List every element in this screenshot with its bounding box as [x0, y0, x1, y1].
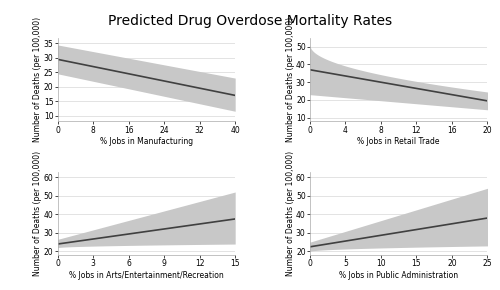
X-axis label: % Jobs in Arts/Entertainment/Recreation: % Jobs in Arts/Entertainment/Recreation [69, 271, 224, 280]
X-axis label: % Jobs in Manufacturing: % Jobs in Manufacturing [100, 137, 193, 146]
Y-axis label: Number of Deaths (per 100,000): Number of Deaths (per 100,000) [286, 17, 294, 142]
Text: Predicted Drug Overdose Mortality Rates: Predicted Drug Overdose Mortality Rates [108, 14, 392, 28]
Y-axis label: Number of Deaths (per 100,000): Number of Deaths (per 100,000) [286, 151, 294, 276]
X-axis label: % Jobs in Public Administration: % Jobs in Public Administration [339, 271, 458, 280]
Y-axis label: Number of Deaths (per 100,000): Number of Deaths (per 100,000) [33, 151, 42, 276]
Y-axis label: Number of Deaths (per 100,000): Number of Deaths (per 100,000) [33, 17, 42, 142]
X-axis label: % Jobs in Retail Trade: % Jobs in Retail Trade [358, 137, 440, 146]
